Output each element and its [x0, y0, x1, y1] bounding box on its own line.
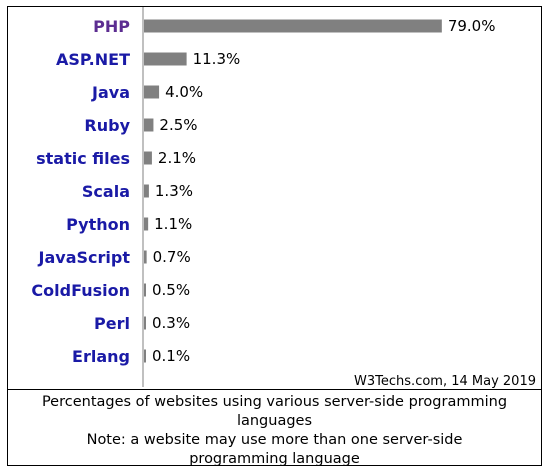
caption-line-2: Note: a website may use more than one se… — [86, 432, 463, 467]
category-label[interactable]: Ruby — [84, 116, 130, 135]
category-label[interactable]: static files — [36, 149, 130, 168]
category-label[interactable]: Scala — [82, 182, 130, 201]
chart-frame: PHP 79.0% ASP.NET 11.3% Java 4.0% Ruby 2.5% stat… — [7, 6, 542, 469]
value-label: 0.7% — [153, 248, 191, 266]
bar — [144, 52, 187, 66]
bar — [144, 316, 146, 330]
value-label: 2.1% — [158, 149, 196, 167]
category-label[interactable]: JavaScript — [38, 248, 131, 267]
bar — [144, 19, 442, 33]
bar — [144, 283, 146, 297]
value-label: 0.5% — [152, 281, 190, 299]
value-label: 79.0% — [448, 17, 496, 35]
divider — [8, 389, 541, 390]
chart-caption: Percentages of websites using various se… — [8, 393, 541, 469]
value-label: 1.3% — [155, 182, 193, 200]
bar — [144, 85, 160, 99]
category-label[interactable]: Perl — [94, 314, 130, 333]
bar — [144, 250, 147, 264]
value-label: 2.5% — [159, 116, 197, 134]
bar — [144, 349, 146, 363]
bar-chart: PHP 79.0% ASP.NET 11.3% Java 4.0% Ruby 2.5% stat… — [31, 7, 496, 387]
value-label: 0.1% — [152, 347, 190, 365]
category-label[interactable]: ASP.NET — [56, 50, 130, 69]
value-label: 1.1% — [154, 215, 192, 233]
category-label[interactable]: PHP — [93, 17, 130, 36]
bar — [144, 217, 149, 231]
source-credit[interactable]: W3Techs.com, 14 May 2019 — [354, 374, 536, 389]
bar — [144, 151, 152, 165]
category-label[interactable]: Python — [66, 215, 130, 234]
value-label: 0.3% — [152, 314, 190, 332]
bar — [144, 118, 154, 132]
caption-line-1: Percentages of websites using various se… — [41, 394, 508, 429]
bar — [144, 184, 149, 198]
category-label[interactable]: Erlang — [72, 347, 130, 366]
value-label: 11.3% — [193, 50, 241, 68]
value-label: 4.0% — [165, 83, 203, 101]
category-label[interactable]: ColdFusion — [31, 281, 130, 300]
category-label[interactable]: Java — [91, 83, 130, 102]
